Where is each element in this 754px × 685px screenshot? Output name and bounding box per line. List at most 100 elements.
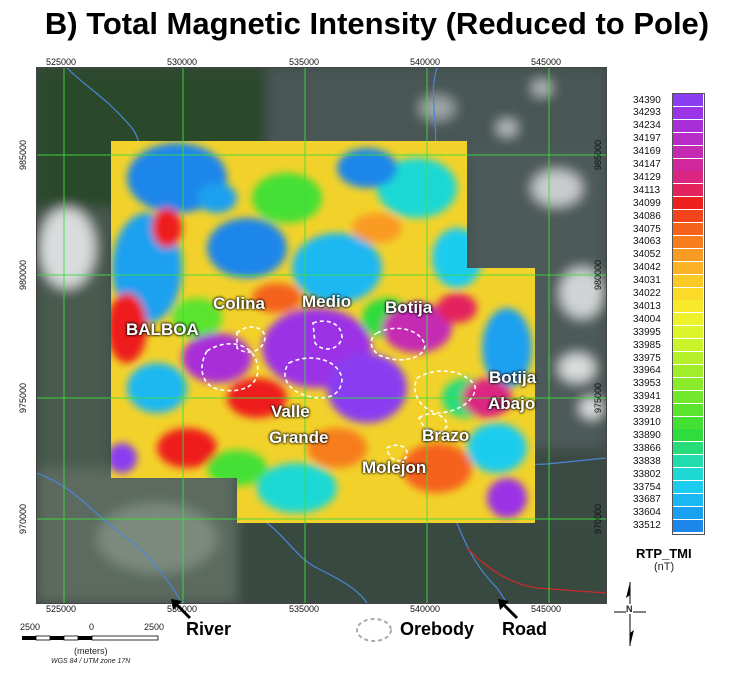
label-valle-grande-line1: Valle <box>271 402 310 421</box>
x-tick-bottom-545000: 545000 <box>531 604 562 614</box>
orebody-botija-abajo <box>414 370 476 414</box>
legend-swatch <box>673 519 703 532</box>
legend-swatch <box>673 119 703 132</box>
label-botija-abajo-line1: Botija <box>489 368 537 387</box>
legend-swatch <box>673 210 703 223</box>
legend-value: 34147 <box>633 159 661 170</box>
legend-swatch <box>673 94 703 106</box>
scale-label-left: 2500 <box>20 622 41 632</box>
legend-value: 34031 <box>633 275 661 287</box>
legend-swatch <box>673 506 703 519</box>
legend-swatch <box>673 339 703 352</box>
x-tick-bottom-540000: 540000 <box>410 604 441 614</box>
north-label: N <box>626 604 633 614</box>
legend-value: 33838 <box>633 455 661 467</box>
legend-swatch <box>673 390 703 403</box>
legend-value: 34052 <box>633 249 661 261</box>
legend-swatch <box>673 248 703 261</box>
legend-swatch <box>673 481 703 493</box>
legend-value: 33910 <box>633 417 661 428</box>
label-botija-abajo-line2: Abajo <box>488 394 536 413</box>
legend-value: 34099 <box>633 197 661 209</box>
x-tick-top-540000: 540000 <box>410 57 441 67</box>
magnetic-anomaly-grid <box>111 141 535 523</box>
legend-swatch <box>673 416 703 429</box>
y-tick-left-975000: 975000 <box>18 382 29 414</box>
x-tick-bottom-525000: 525000 <box>46 604 77 614</box>
legend-value: 34022 <box>633 288 661 299</box>
scale-unit: (meters) <box>74 646 108 656</box>
road-arrow-icon <box>498 599 519 620</box>
legend-swatch <box>673 184 703 197</box>
legend-value: 34234 <box>633 120 661 132</box>
legend-value: 33890 <box>633 429 661 441</box>
y-tick-right-980000: 980000 <box>593 259 604 291</box>
legend-value: 33941 <box>633 391 661 403</box>
river-arrow-icon <box>171 599 192 620</box>
legend-swatch <box>673 300 703 313</box>
road-line <box>466 547 606 594</box>
legend-swatch <box>673 274 703 287</box>
legend-value: 33985 <box>633 339 661 351</box>
legend-swatch <box>673 145 703 158</box>
legend-swatch <box>673 106 703 119</box>
legend-value: 33866 <box>633 442 661 454</box>
x-tick-top-530000: 530000 <box>167 57 198 67</box>
legend-swatch <box>673 197 703 210</box>
road-label: Road <box>502 619 547 639</box>
label-molejon: Molejon <box>362 458 427 477</box>
label-balboa: BALBOA <box>126 320 199 339</box>
y-tick-left-980000: 980000 <box>18 259 29 291</box>
y-tick-left-985000: 985000 <box>18 139 29 171</box>
legend-swatch <box>673 158 703 171</box>
orebody-medio <box>312 320 343 350</box>
legend-value: 34086 <box>633 210 661 222</box>
orebody-symbol-icon <box>356 618 392 642</box>
legend-value: 34169 <box>633 146 661 158</box>
legend-value: 33512 <box>633 520 661 532</box>
river-label: River <box>186 619 232 639</box>
legend-value: 33802 <box>633 468 661 480</box>
orebody-molejon <box>386 444 408 462</box>
legend-value: 34042 <box>633 262 661 274</box>
figure-title: B) Total Magnetic Intensity (Reduced to … <box>44 6 710 41</box>
legend-value: 34197 <box>633 133 661 145</box>
legend-swatch <box>673 455 703 468</box>
legend-swatch <box>673 287 703 300</box>
label-botija: Botija <box>385 298 433 317</box>
y-tick-right-985000: 985000 <box>593 139 604 171</box>
orebody-brazo <box>418 413 448 433</box>
orebody-label: Orebody <box>400 619 475 639</box>
legend-value: 34113 <box>633 184 661 196</box>
label-medio: Medio <box>302 292 352 311</box>
legend-swatch <box>673 223 703 235</box>
legend-value: 33953 <box>633 378 661 390</box>
x-tick-bottom-535000: 535000 <box>289 604 320 614</box>
legend-title: RTP_TMI <box>636 546 692 561</box>
legend-value: 34004 <box>633 313 661 325</box>
map-panel[interactable]: Colina Medio Botija BALBOA Botija Abajo … <box>36 67 607 604</box>
legend-value: 34075 <box>633 223 661 235</box>
x-tick-top-545000: 545000 <box>531 57 562 67</box>
legend-swatch <box>673 313 703 326</box>
orebody-outlines <box>201 320 476 462</box>
orebody-valle-grande <box>284 357 343 399</box>
legend-value: 33687 <box>633 494 661 506</box>
y-tick-right-975000: 975000 <box>593 382 604 414</box>
legend-value: 33928 <box>633 404 661 416</box>
legend-swatch <box>673 352 703 364</box>
legend-swatch <box>673 261 703 274</box>
legend-value: 34293 <box>633 107 661 119</box>
legend-value: 33964 <box>633 365 661 377</box>
scale-label-right: 2500 <box>144 622 165 632</box>
legend-swatch <box>673 493 703 506</box>
legend-swatch <box>673 429 703 442</box>
scale-label-zero: 0 <box>89 622 95 632</box>
scale-bar <box>22 635 159 641</box>
legend-swatch <box>673 132 703 145</box>
legend-swatch <box>673 364 703 377</box>
legend-swatch <box>673 377 703 390</box>
label-brazo: Brazo <box>422 426 470 445</box>
legend-value: 34063 <box>633 236 661 248</box>
